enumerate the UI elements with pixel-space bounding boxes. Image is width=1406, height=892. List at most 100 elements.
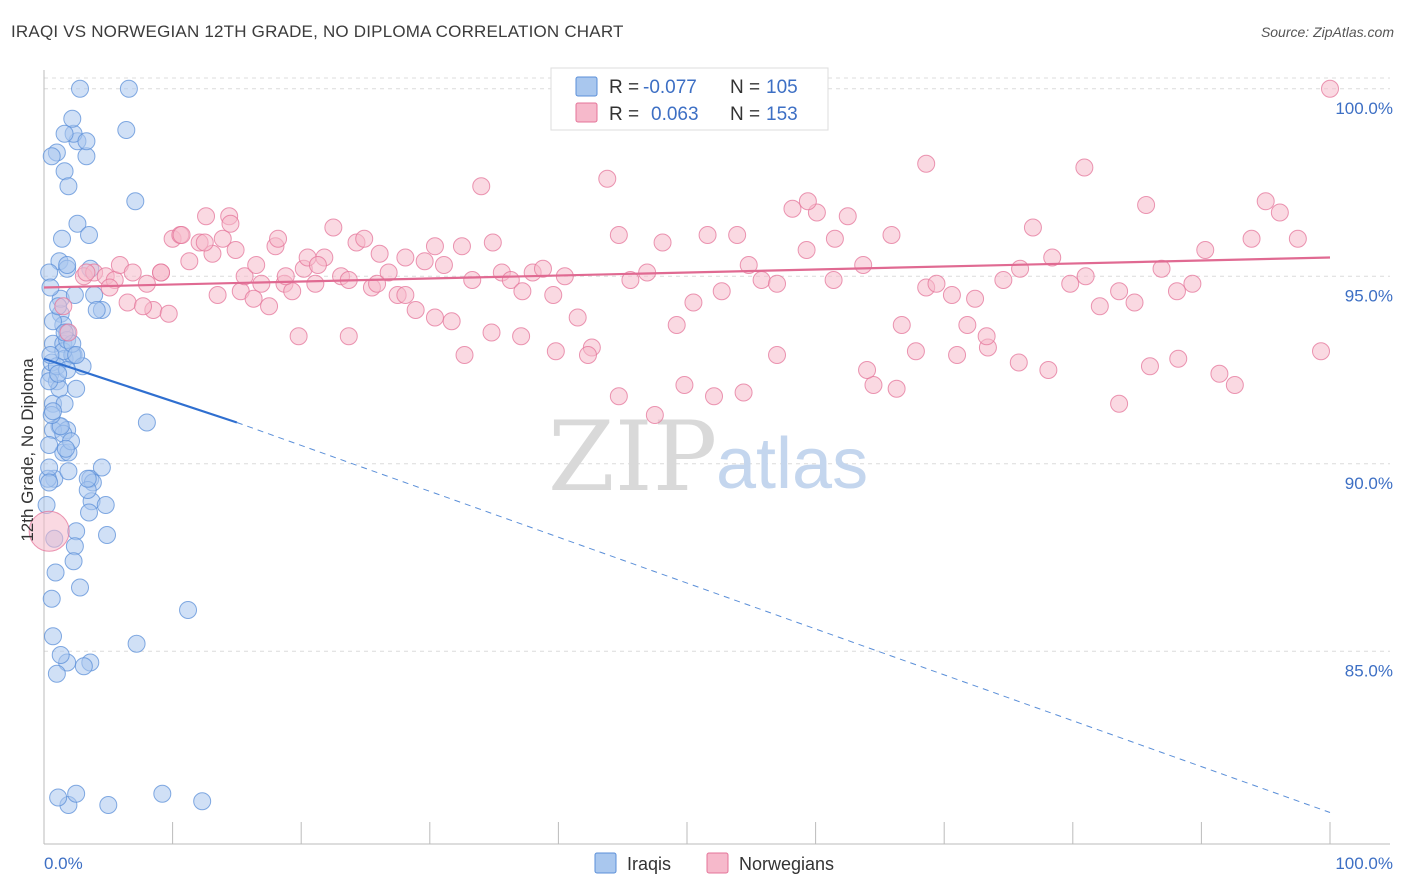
point-iraqis: [40, 473, 59, 492]
point-iraqis: [49, 364, 68, 383]
correlation-legend: R = -0.077 N = 105 R = 0.063 N = 153: [550, 67, 829, 131]
point-norwegians: [1321, 79, 1339, 98]
point-iraqis: [55, 124, 74, 143]
x-tick-label: 100.0%: [1335, 854, 1393, 873]
series-legend: Iraqis Norwegians: [594, 852, 834, 874]
point-norwegians: [1090, 297, 1109, 316]
grid-lines: [44, 77, 1390, 652]
point-norwegians: [482, 323, 501, 342]
point-iraqis: [78, 469, 97, 488]
point-norwegians: [948, 346, 967, 364]
point-norwegians: [966, 289, 985, 308]
point-norwegians: [226, 241, 245, 259]
data-points: [28, 79, 1339, 814]
point-norwegians: [252, 274, 271, 293]
point-norwegians: [324, 218, 343, 237]
point-norwegians: [172, 226, 191, 244]
point-iraqis: [68, 214, 87, 233]
point-norwegians: [134, 297, 153, 316]
bottom-legend-swatch-norwegians: [706, 852, 729, 874]
point-norwegians: [1140, 357, 1159, 376]
point-norwegians: [734, 383, 753, 402]
point-norwegians: [306, 274, 325, 293]
point-norwegians: [1110, 282, 1129, 301]
point-iraqis: [59, 177, 78, 196]
point-norwegians: [768, 274, 787, 293]
point-norwegians: [100, 278, 119, 297]
point-iraqis: [119, 79, 138, 98]
point-iraqis: [49, 788, 68, 807]
point-norwegians: [396, 248, 415, 267]
point-iraqis: [126, 192, 145, 211]
point-iraqis: [63, 109, 82, 128]
point-iraqis: [42, 589, 61, 608]
point-norwegians: [1110, 394, 1129, 413]
point-iraqis: [59, 462, 78, 481]
point-norwegians: [415, 252, 434, 271]
point-iraqis: [80, 226, 99, 244]
point-norwegians: [1210, 364, 1229, 383]
point-iraqis: [44, 627, 63, 646]
point-norwegians: [621, 271, 640, 289]
point-norwegians: [825, 229, 844, 248]
point-norwegians: [712, 282, 731, 301]
point-norwegians: [578, 346, 597, 364]
point-norwegians: [698, 226, 717, 244]
point-iraqis: [179, 601, 198, 619]
point-iraqis: [153, 784, 172, 803]
point-norwegians: [882, 226, 901, 244]
point-norwegians: [544, 286, 563, 304]
x-tick-labels: 0.0% 100.0%: [44, 854, 1393, 873]
point-iraqis: [137, 413, 156, 432]
point-iraqis: [87, 301, 106, 319]
point-norwegians: [425, 308, 444, 327]
point-iraqis: [74, 657, 93, 676]
point-norwegians: [289, 327, 308, 346]
point-norwegians: [406, 301, 425, 319]
point-iraqis: [42, 147, 61, 166]
point-norwegians: [609, 226, 628, 244]
trend-line-iraqis: [43, 357, 238, 424]
point-norwegians: [705, 387, 724, 406]
bottom-legend-iraqis: Iraqis: [627, 854, 671, 874]
point-norwegians: [864, 376, 883, 394]
point-iraqis: [96, 496, 115, 514]
legend-n-value-norwegians: 153: [766, 104, 798, 125]
point-norwegians: [752, 271, 771, 289]
legend-n-label: N =: [730, 77, 760, 98]
point-norwegians: [180, 252, 199, 271]
point-norwegians: [1196, 241, 1215, 259]
point-norwegians: [1011, 259, 1030, 278]
point-norwegians: [942, 286, 961, 304]
point-norwegians: [1183, 274, 1202, 293]
point-norwegians: [977, 327, 996, 346]
point-norwegians: [1075, 158, 1094, 177]
legend-r-label: R =: [609, 77, 639, 98]
point-iraqis: [40, 458, 59, 477]
point-norwegians: [798, 192, 817, 211]
point-iraqis: [53, 229, 72, 248]
point-iraqis: [40, 263, 59, 282]
point-norwegians: [213, 229, 232, 248]
point-norwegians: [355, 229, 374, 248]
point-norwegians: [824, 271, 843, 289]
trend-line-norwegians: [43, 256, 1331, 289]
y-axis-label: 12th Grade, No Diploma: [18, 358, 37, 542]
point-iraqis: [55, 162, 74, 181]
point-iraqis: [99, 796, 118, 814]
point-norwegians: [917, 154, 936, 173]
point-iraqis: [71, 79, 90, 98]
point-iraqis: [117, 121, 136, 139]
watermark-atlas: atlas: [716, 424, 868, 504]
point-norwegians: [906, 342, 925, 361]
legend-n-label-2: N =: [730, 104, 760, 125]
point-norwegians: [425, 237, 444, 256]
point-norwegians: [1311, 342, 1330, 361]
bottom-legend-swatch-iraqis: [594, 852, 617, 874]
source-label: Source: ZipAtlas.com: [1260, 24, 1394, 40]
point-iraqis: [65, 537, 84, 556]
point-norwegians: [1288, 229, 1307, 248]
point-norwegians: [598, 169, 617, 188]
point-iraqis: [40, 436, 59, 454]
y-tick-label: 90.0%: [1345, 474, 1393, 493]
